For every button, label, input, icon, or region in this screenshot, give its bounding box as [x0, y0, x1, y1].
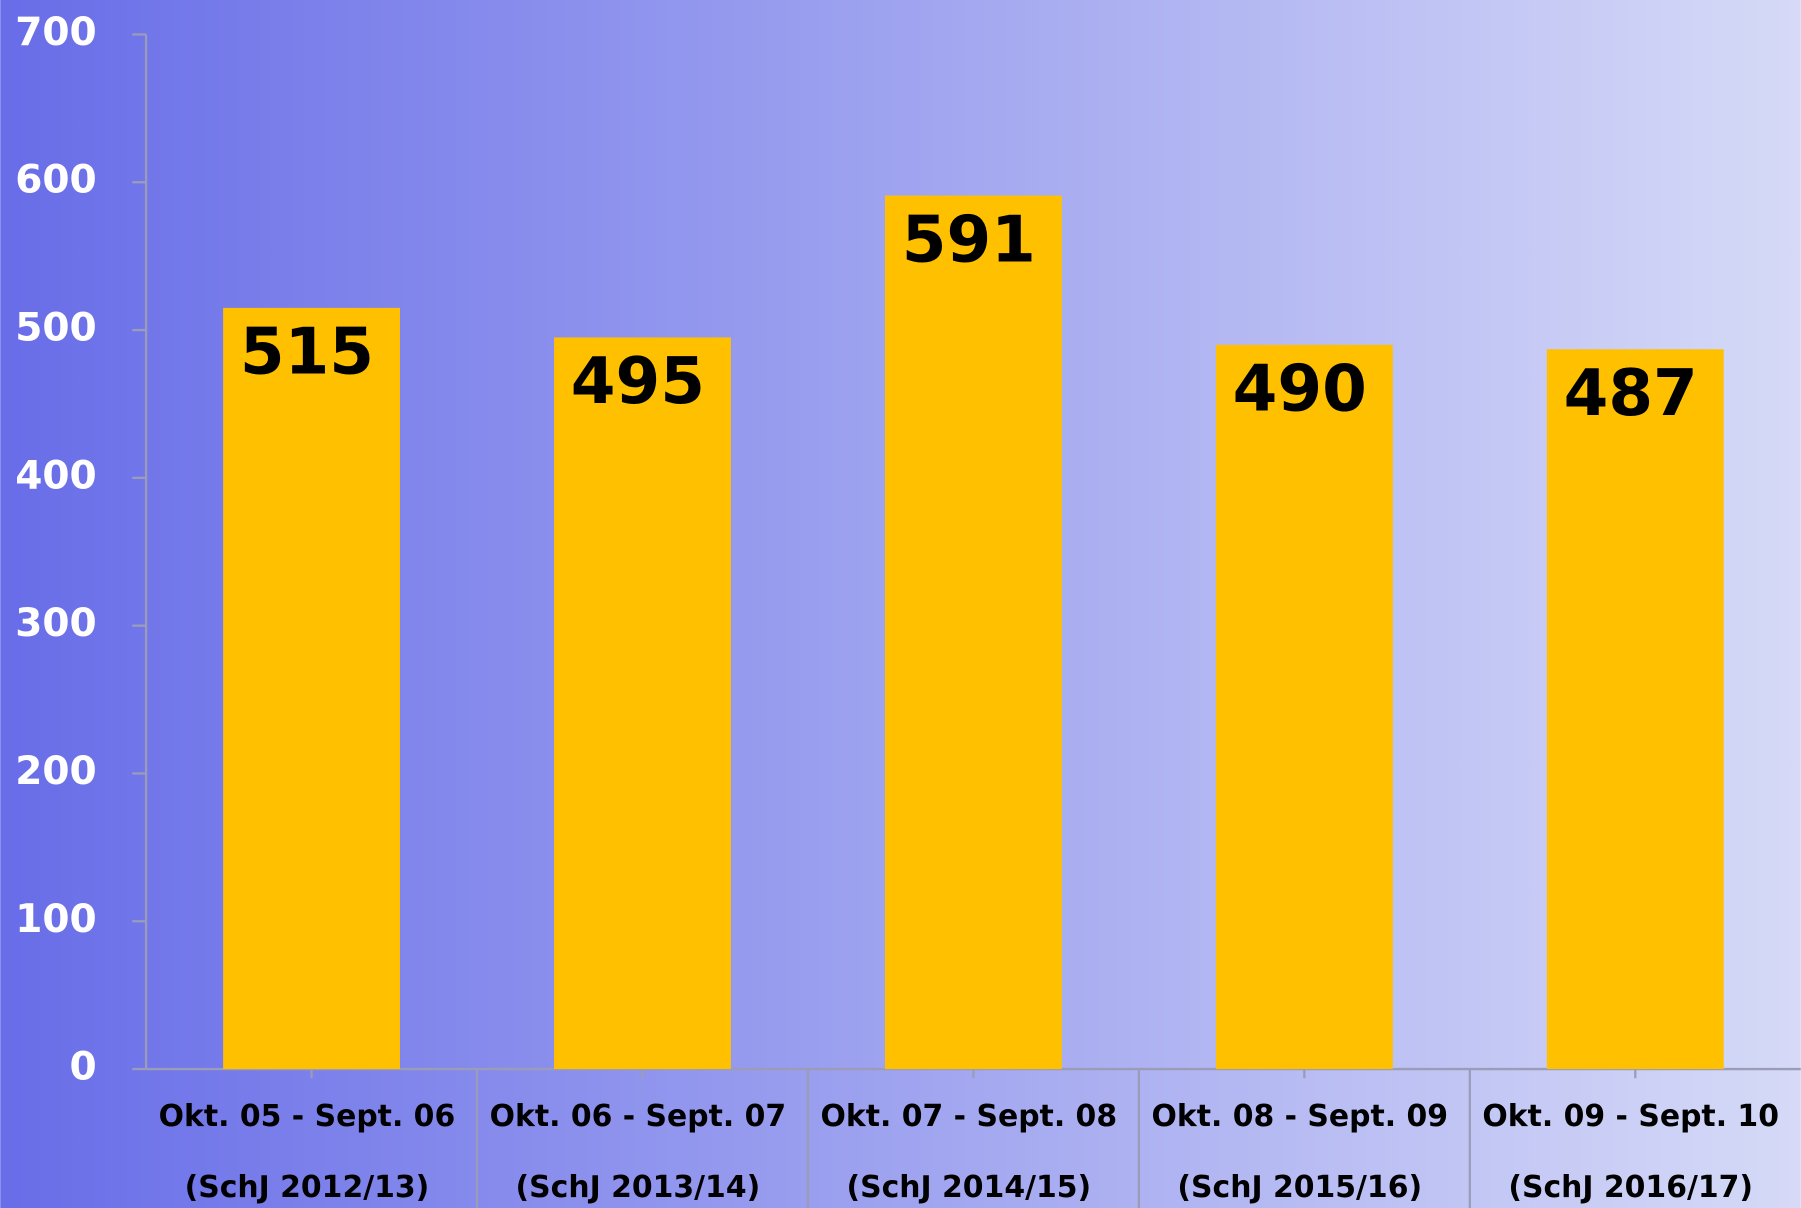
y-tick-label: 400: [15, 453, 96, 498]
y-tick-label: 300: [15, 601, 96, 646]
data-label: 591: [902, 202, 1036, 277]
x-tick-label: (SchJ 2013/14): [516, 1170, 761, 1205]
y-tick-label: 700: [15, 10, 96, 55]
x-tick-label: Okt. 05 - Sept. 06: [159, 1099, 456, 1134]
data-label: 490: [1233, 352, 1367, 427]
x-tick-label: (SchJ 2016/17): [1508, 1170, 1753, 1205]
y-tick-label: 200: [15, 749, 96, 794]
bar: [1215, 344, 1393, 1070]
x-tick-label: Okt. 07 - Sept. 08: [821, 1099, 1118, 1134]
bar: [223, 307, 400, 1070]
x-tick-label: (SchJ 2014/15): [846, 1170, 1091, 1205]
bar: [554, 337, 731, 1070]
x-tick-label: Okt. 08 - Sept. 09: [1151, 1099, 1448, 1134]
y-tick-label: 500: [15, 306, 96, 351]
y-tick-label: 0: [70, 1045, 97, 1090]
y-tick-label: 600: [15, 158, 96, 203]
x-tick-label: Okt. 06 - Sept. 07: [490, 1099, 787, 1134]
bar: [884, 195, 1062, 1070]
x-tick-label: (SchJ 2012/13): [185, 1170, 430, 1205]
bar: [1546, 349, 1724, 1070]
data-label: 515: [240, 315, 374, 390]
y-tick-label: 100: [15, 897, 96, 942]
x-tick-label: Okt. 09 - Sept. 10: [1482, 1099, 1779, 1134]
x-tick-label: (SchJ 2015/16): [1177, 1170, 1422, 1205]
data-label: 495: [571, 344, 705, 419]
data-label: 487: [1564, 356, 1698, 431]
